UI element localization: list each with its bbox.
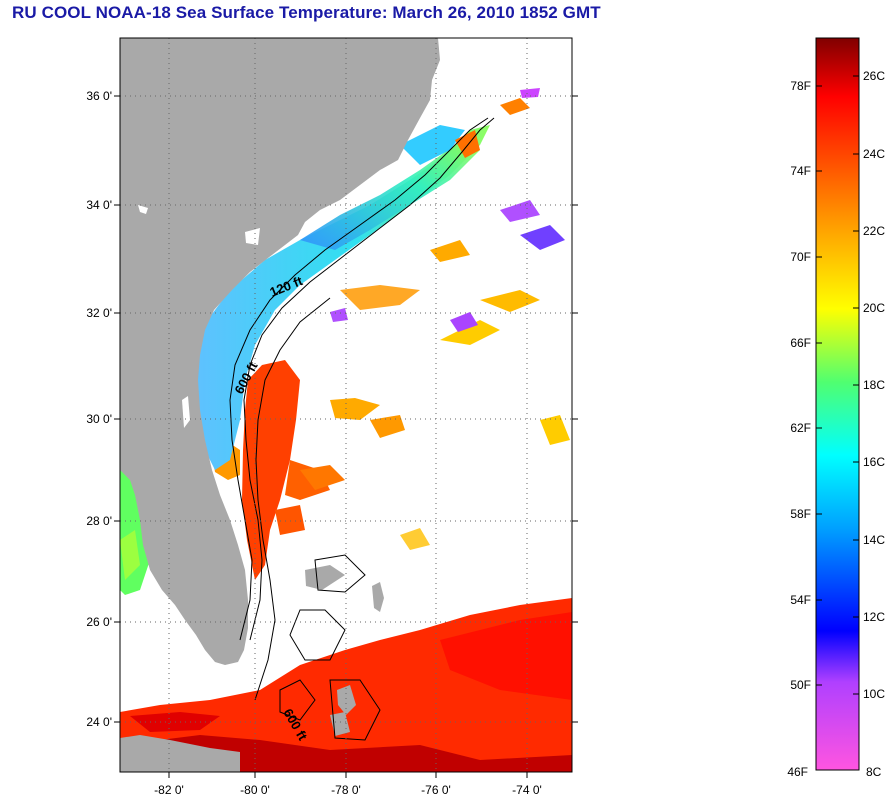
- colorbar-gradient: [815, 37, 860, 771]
- colorbar-c-20: 20C: [863, 301, 885, 315]
- lon-label-82: -82 0': [154, 783, 184, 797]
- colorbar-c-12: 12C: [863, 610, 885, 624]
- colorbar-f-50: 50F: [790, 678, 811, 692]
- map-title: RU COOL NOAA-18 Sea Surface Temperature:…: [12, 3, 601, 22]
- colorbar-c-8: 8C: [866, 765, 882, 779]
- lat-label-36: 36 0': [86, 89, 112, 103]
- longitude-axis: -82 0' -80 0' -78 0' -76 0' -74 0': [154, 772, 542, 797]
- colorbar-f-74: 74F: [790, 164, 811, 178]
- land-mass: [120, 38, 440, 772]
- colorbar-f-46: 46F: [787, 765, 808, 779]
- bathymetry-contours: [229, 117, 495, 741]
- colorbar-c-14: 14C: [863, 533, 885, 547]
- colorbar-f-70: 70F: [790, 250, 811, 264]
- colorbar-f-58: 58F: [790, 507, 811, 521]
- temperature-colorbar: 78F 74F 70F 66F 62F 58F 54F 50F 46F 26C …: [787, 37, 885, 779]
- lat-label-26: 26 0': [86, 615, 112, 629]
- lon-label-78: -78 0': [331, 783, 361, 797]
- lat-label-24: 24 0': [86, 715, 112, 729]
- colorbar-c-22: 22C: [863, 224, 885, 238]
- latitude-axis: 36 0' 34 0' 32 0' 30 0' 28 0' 26 0' 24 0…: [86, 89, 578, 729]
- lat-label-30: 30 0': [86, 412, 112, 426]
- colorbar-c-18: 18C: [863, 378, 885, 392]
- colorbar-f-54: 54F: [790, 593, 811, 607]
- lon-label-80: -80 0': [240, 783, 270, 797]
- sst-data-layer: [120, 88, 572, 772]
- colorbar-c-16: 16C: [863, 455, 885, 469]
- lat-label-32: 32 0': [86, 306, 112, 320]
- colorbar-c-26: 26C: [863, 69, 885, 83]
- map-gridlines: [120, 38, 572, 772]
- colorbar-f-62: 62F: [790, 421, 811, 435]
- lon-label-74: -74 0': [512, 783, 542, 797]
- colorbar-f-78: 78F: [790, 79, 811, 93]
- lat-label-34: 34 0': [86, 198, 112, 212]
- colorbar-c-24: 24C: [863, 147, 885, 161]
- map-area: 120 ft 600 ft 600 ft: [120, 38, 572, 772]
- lat-label-28: 28 0': [86, 514, 112, 528]
- colorbar-f-66: 66F: [790, 336, 811, 350]
- lon-label-76: -76 0': [421, 783, 451, 797]
- colorbar-c-10: 10C: [863, 687, 885, 701]
